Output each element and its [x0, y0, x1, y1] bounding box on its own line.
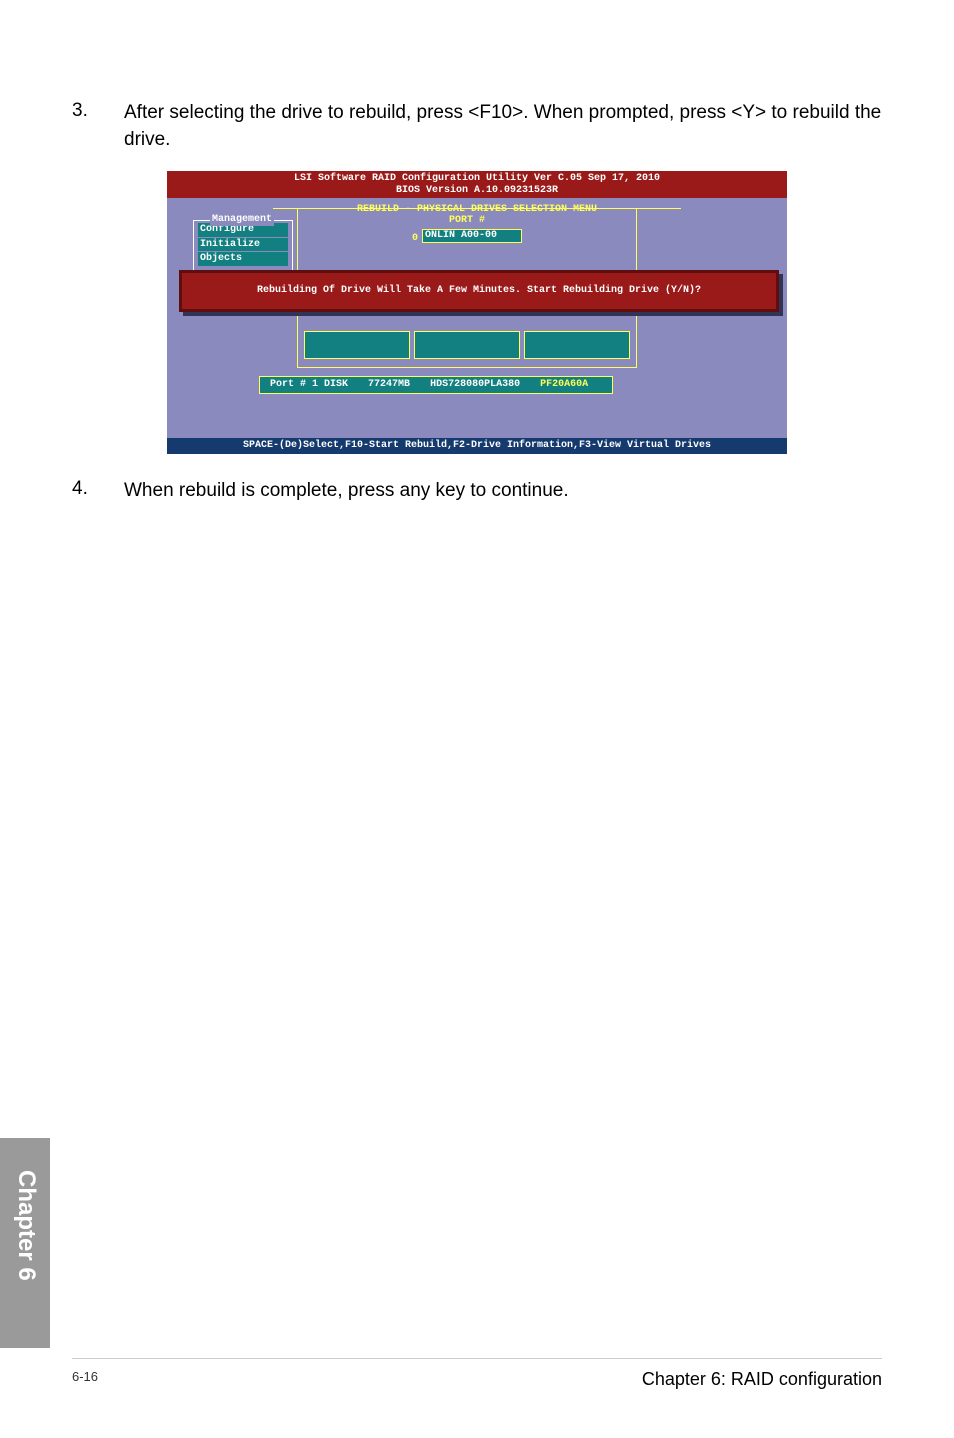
- chapter-side-tab-label: Chapter 6: [12, 1170, 40, 1281]
- page-number: 6-16: [72, 1369, 98, 1390]
- step-3-number: 3.: [72, 100, 96, 153]
- bios-screenshot: LSI Software RAID Configuration Utility …: [167, 171, 787, 454]
- bios-header: LSI Software RAID Configuration Utility …: [167, 171, 787, 198]
- bios-header-line1: LSI Software RAID Configuration Utility …: [171, 173, 783, 185]
- empty-drive-slots: [298, 331, 636, 359]
- empty-drive-slot: [304, 331, 410, 359]
- menu-item-initialize[interactable]: Initialize: [198, 238, 288, 252]
- selected-disk-info: Port # 1 DISK 77247MB HDS728080PLA380 PF…: [259, 376, 613, 394]
- disk-info-port: Port # 1 DISK: [270, 379, 348, 390]
- step-4-number: 4.: [72, 478, 96, 505]
- empty-drive-slot: [414, 331, 520, 359]
- step-4-text: When rebuild is complete, press any key …: [124, 478, 569, 505]
- empty-drive-slot: [524, 331, 630, 359]
- drive-0-status[interactable]: ONLIN A00-00: [422, 229, 522, 243]
- step-3-text: After selecting the drive to rebuild, pr…: [124, 100, 882, 153]
- bios-header-line2: BIOS Version A.10.09231523R: [171, 185, 783, 197]
- chapter-title: Chapter 6: RAID configuration: [642, 1369, 882, 1390]
- chapter-side-tab: Chapter 6: [0, 1138, 50, 1348]
- page-footer: 6-16 Chapter 6: RAID configuration: [72, 1358, 882, 1390]
- menu-item-objects[interactable]: Objects: [198, 252, 288, 266]
- disk-info-serial: PF20A60A: [540, 379, 588, 390]
- step-3: 3. After selecting the drive to rebuild,…: [72, 100, 882, 153]
- disk-info-size: 77247MB: [368, 379, 410, 390]
- rebuild-confirm-prompt[interactable]: Rebuilding Of Drive Will Take A Few Minu…: [179, 270, 779, 312]
- bios-keymap-footer: SPACE-(De)Select,F10-Start Rebuild,F2-Dr…: [167, 438, 787, 454]
- management-menu-label: Management: [210, 214, 274, 226]
- bios-body: REBUILD - PHYSICAL DRIVES SELECTION MENU…: [167, 198, 787, 438]
- drive-0-index: 0: [412, 233, 418, 245]
- port-column-label: PORT #: [298, 215, 636, 227]
- step-4: 4. When rebuild is complete, press any k…: [72, 478, 882, 505]
- management-menu: Management Configure Initialize Objects: [193, 220, 293, 274]
- disk-info-model: HDS728080PLA380: [430, 379, 520, 390]
